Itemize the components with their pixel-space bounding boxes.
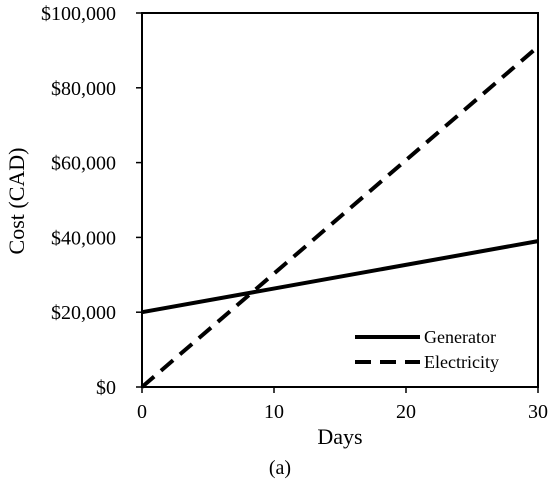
x-axis-title: Days [317, 424, 362, 449]
x-tick-label: 20 [396, 401, 416, 423]
y-tick-label: $0 [96, 377, 116, 399]
series-layer [140, 45, 540, 389]
figure-caption: (a) [269, 457, 291, 479]
legend: Generator Electricity [355, 327, 499, 372]
y-axis-ticks: $0 $20,000 $40,000 $60,000 $80,000 $100,000 [41, 3, 142, 399]
y-tick-label: $40,000 [51, 227, 116, 249]
y-tick-label: $20,000 [51, 302, 116, 324]
y-axis-title: Cost (CAD) [4, 148, 29, 255]
plot-area-frame [141, 12, 539, 388]
y-tick-label: $100,000 [41, 3, 116, 25]
y-tick-label: $80,000 [51, 78, 116, 100]
legend-label-electricity: Electricity [424, 352, 499, 372]
y-tick-label: $60,000 [51, 153, 116, 175]
legend-label-generator: Generator [424, 327, 496, 347]
series-line-generator [141, 239, 539, 315]
x-tick-label: 0 [137, 401, 147, 423]
x-axis-ticks: 0 10 20 30 [137, 387, 548, 423]
x-tick-label: 10 [264, 401, 284, 423]
x-tick-label: 30 [528, 401, 548, 423]
series-line-electricity [140, 45, 540, 389]
